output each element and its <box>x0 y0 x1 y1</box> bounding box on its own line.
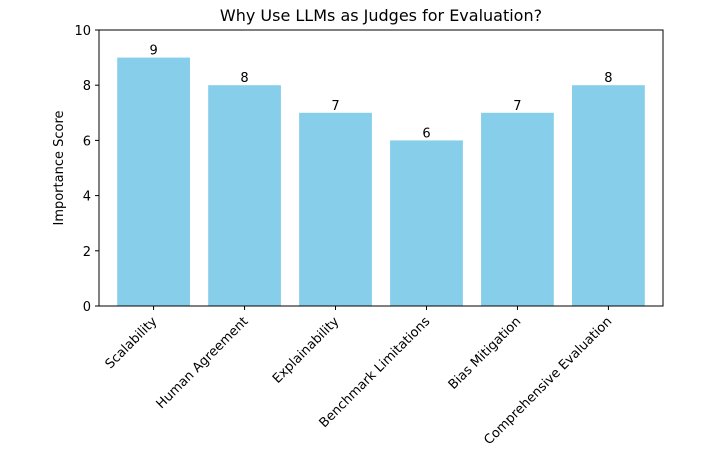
y-tick-label-1: 0 <box>83 300 91 315</box>
bar-2 <box>208 85 281 306</box>
x-tick-label-1: Scalability <box>103 314 161 372</box>
y-tick-label-4: 6 <box>83 134 91 149</box>
x-tick-label-5: Bias Mitigation <box>446 314 525 393</box>
data-label-3: 7 <box>331 99 339 114</box>
data-label-5: 7 <box>513 99 521 114</box>
chart-title: Why Use LLMs as Judges for Evaluation? <box>220 6 542 25</box>
y-tick-label-3: 4 <box>83 190 91 205</box>
x-tick-label-3: Explainability <box>270 314 343 387</box>
data-label-4: 6 <box>422 126 430 141</box>
data-label-1: 9 <box>149 44 157 59</box>
y-tick-label-5: 8 <box>83 79 91 94</box>
bar-6 <box>572 85 645 306</box>
bar-4 <box>390 140 463 306</box>
plot-frame <box>98 29 664 307</box>
bar-1 <box>117 57 190 306</box>
data-label-6: 8 <box>604 71 612 86</box>
y-axis-label: Importance Score <box>52 110 67 225</box>
bar-3 <box>299 112 372 306</box>
y-tick-label-2: 2 <box>83 245 91 260</box>
data-label-2: 8 <box>240 71 248 86</box>
x-tick-label-2: Human Agreement <box>154 314 252 412</box>
y-tick-label-6: 10 <box>74 24 91 39</box>
bar-5 <box>481 112 554 306</box>
